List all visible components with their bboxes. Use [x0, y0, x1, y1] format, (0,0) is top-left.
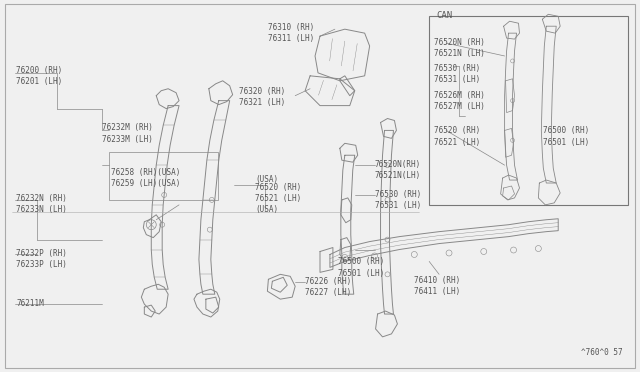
Text: 76500 (RH)
76501 (LH): 76500 (RH) 76501 (LH): [338, 257, 384, 278]
Text: ^760^0 57: ^760^0 57: [581, 348, 623, 357]
Text: 76520 (RH)
76521 (LH)
(USA): 76520 (RH) 76521 (LH) (USA): [255, 183, 301, 214]
Text: 76258 (RH)(USA)
76259 (LH)(USA): 76258 (RH)(USA) 76259 (LH)(USA): [111, 168, 180, 188]
Text: CAN: CAN: [436, 11, 452, 20]
Text: 76232P (RH)
76233P (LH): 76232P (RH) 76233P (LH): [16, 248, 67, 269]
FancyBboxPatch shape: [429, 16, 628, 205]
Bar: [109, 152, 218, 200]
Text: 76226 (RH)
76227 (LH): 76226 (RH) 76227 (LH): [305, 277, 351, 297]
Text: 76500 (RH)
76501 (LH): 76500 (RH) 76501 (LH): [543, 126, 589, 147]
Text: 76530 (RH)
76531 (LH): 76530 (RH) 76531 (LH): [434, 64, 481, 84]
Text: 76526M (RH)
76527M (LH): 76526M (RH) 76527M (LH): [434, 91, 485, 111]
Text: 76410 (RH)
76411 (LH): 76410 (RH) 76411 (LH): [414, 276, 461, 296]
Text: 76211M: 76211M: [16, 299, 44, 308]
Text: 76320 (RH)
76321 (LH): 76320 (RH) 76321 (LH): [239, 87, 285, 107]
Text: 76520N(RH)
76521N(LH): 76520N(RH) 76521N(LH): [374, 160, 421, 180]
Text: 76310 (RH)
76311 (LH): 76310 (RH) 76311 (LH): [268, 23, 315, 43]
Text: 76232M (RH)
76233M (LH): 76232M (RH) 76233M (LH): [102, 124, 152, 144]
Text: 76200 (RH)
76201 (LH): 76200 (RH) 76201 (LH): [16, 66, 63, 86]
Text: 76520N (RH)
76521N (LH): 76520N (RH) 76521N (LH): [434, 38, 485, 58]
Text: 76530 (RH)
76531 (LH): 76530 (RH) 76531 (LH): [374, 190, 421, 210]
Text: 76232N (RH)
76233N (LH): 76232N (RH) 76233N (LH): [16, 194, 67, 214]
Text: (USA): (USA): [255, 175, 278, 184]
Text: 76520 (RH)
76521 (LH): 76520 (RH) 76521 (LH): [434, 126, 481, 147]
